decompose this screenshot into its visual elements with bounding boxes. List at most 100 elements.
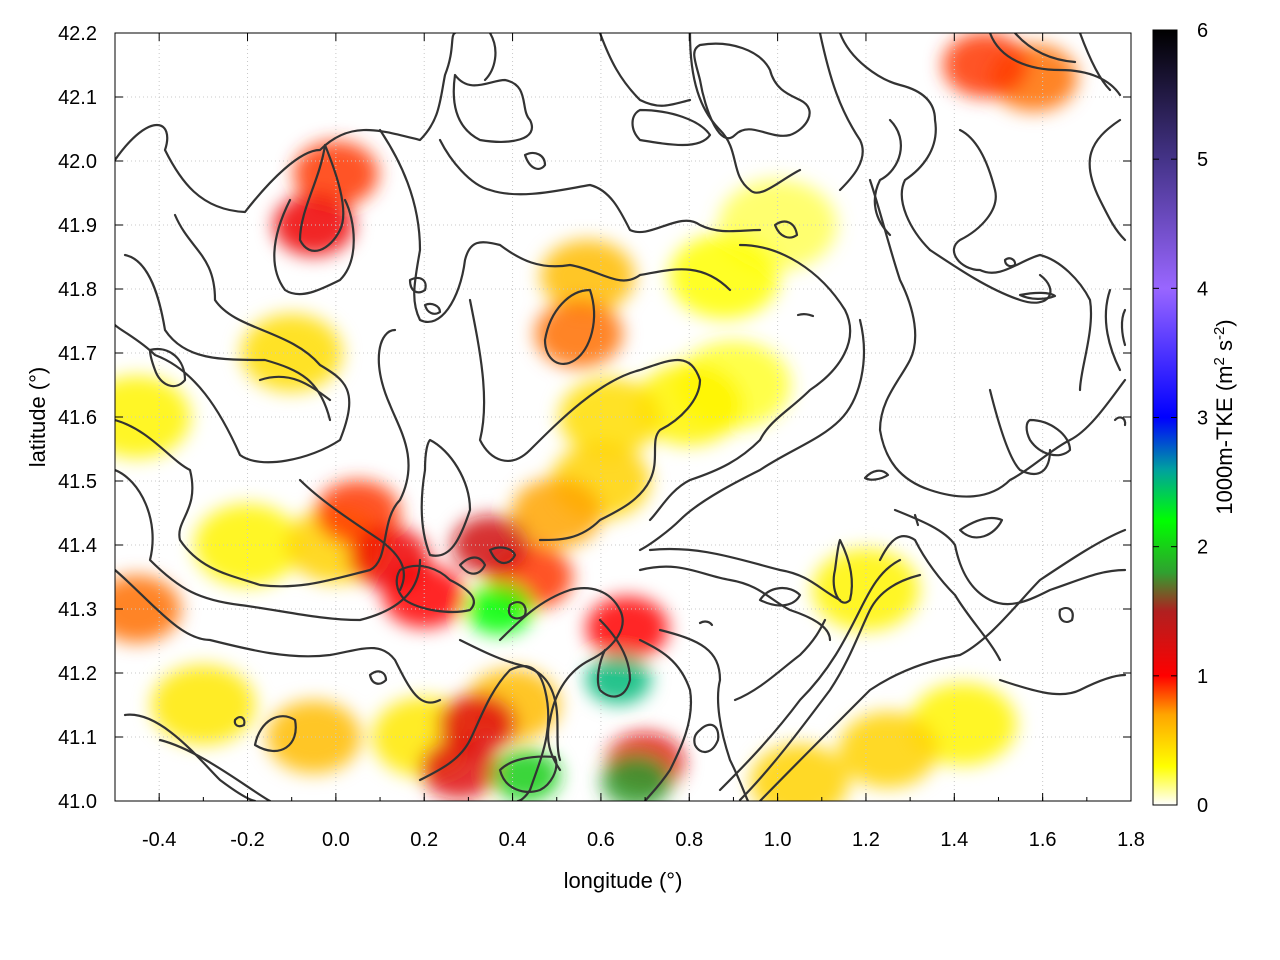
x-tick-label: -0.4 (142, 829, 176, 851)
contour-line (988, 388, 1052, 475)
y-tick-label: 41.6 (58, 407, 97, 429)
grid-lines (115, 33, 1131, 801)
tke-blob (266, 700, 362, 774)
contour-line (158, 738, 272, 801)
contour-line (998, 673, 1127, 696)
contour-line (838, 33, 937, 252)
colorbar-title-sup2: -2 (1211, 327, 1228, 340)
contour-line (758, 587, 802, 607)
contour-line (523, 151, 547, 170)
contour-line (952, 128, 1093, 392)
x-tick-label: 0.6 (587, 829, 615, 851)
x-tick-label: 1.8 (1117, 829, 1145, 851)
contour-line (988, 33, 1122, 97)
contour-line (1078, 33, 1112, 92)
contour-line (423, 302, 442, 315)
tke-blob (942, 33, 1028, 98)
y-tick-label: 41.7 (58, 343, 97, 365)
contour-line (658, 628, 750, 801)
contour-line (458, 556, 487, 575)
contour-line (115, 468, 422, 622)
x-axis-title: longitude (°) (564, 868, 683, 893)
colorbar-tick-label: 6 (1197, 20, 1208, 42)
contour-line (638, 318, 866, 552)
contour-line (438, 138, 762, 233)
tke-blob (586, 596, 669, 660)
y-tick-label: 41.9 (58, 215, 97, 237)
contour-line (483, 33, 497, 82)
contour-line (631, 108, 712, 147)
contour-line (420, 438, 472, 557)
contour-line (1104, 288, 1122, 372)
contour-line (733, 618, 827, 702)
contour-line (1058, 606, 1074, 624)
contour-line (1013, 33, 1077, 64)
x-tick-label: 1.0 (764, 829, 792, 851)
tke-blob (750, 743, 850, 801)
y-axis: 41.0 41.1 41.2 41.3 41.4 41.5 41.6 41.7 41.8 41.9… (58, 23, 1131, 813)
contour-line (452, 73, 533, 143)
contour-line (115, 568, 442, 704)
contour-line (693, 723, 720, 753)
y-tick-label: 42.2 (58, 23, 97, 45)
tke-blob (348, 526, 430, 589)
contour-line (638, 565, 832, 642)
contour-line (913, 513, 920, 527)
y-tick-label: 42.0 (58, 151, 97, 173)
contour-line (253, 715, 297, 752)
x-tick-label: -0.2 (230, 829, 264, 851)
y-tick-label: 41.8 (58, 279, 97, 301)
contour-line (408, 276, 427, 294)
colorbar-title-sup1: 2 (1211, 357, 1228, 365)
colorbar-tick-label: 1 (1197, 666, 1208, 688)
x-tick-label: 1.2 (852, 829, 880, 851)
tke-blob (585, 654, 652, 705)
contour-line (928, 248, 1052, 304)
x-tick-label: 0.0 (322, 829, 350, 851)
colorbar-tick-label: 2 (1197, 537, 1208, 559)
contour-line (273, 198, 355, 296)
terrain-contours (115, 33, 1127, 801)
colorbar-ticks: 0 1 2 3 4 5 6 (1153, 20, 1208, 817)
contour-line (648, 547, 842, 602)
contour-line (958, 516, 1004, 539)
contour-line (832, 538, 854, 604)
y-tick-label: 41.1 (58, 727, 97, 749)
contour-line (468, 298, 702, 542)
contour-line (1113, 416, 1127, 427)
colorbar-title-end: ) (1212, 319, 1237, 326)
contour-line (688, 33, 802, 194)
contour-line (488, 546, 517, 565)
y-axis-title: latitude (°) (25, 367, 50, 468)
y-tick-label: 42.1 (58, 87, 97, 109)
contour-line (115, 213, 351, 464)
contour-line (648, 243, 852, 522)
colorbar-tick-label: 4 (1197, 278, 1208, 300)
x-tick-label: 0.2 (410, 829, 438, 851)
contour-line (258, 375, 332, 402)
y-tick-label: 41.3 (58, 599, 97, 621)
contour-line (818, 33, 864, 192)
x-tick-label: 0.8 (675, 829, 703, 851)
contour-line (796, 313, 815, 318)
tke-blob (115, 375, 191, 459)
y-tick-label: 41.2 (58, 663, 97, 685)
colorbar-tick-label: 5 (1197, 149, 1208, 171)
contour-line (498, 587, 624, 772)
tke-field (115, 33, 1078, 801)
contour-line (1120, 308, 1127, 347)
contour-line (115, 328, 410, 588)
tke-blob (511, 478, 603, 548)
contour-line (115, 33, 457, 214)
tke-blob (540, 239, 635, 313)
contour-line (638, 638, 693, 801)
y-tick-label: 41.0 (58, 791, 97, 813)
contour-line (148, 347, 187, 388)
contour-line (758, 528, 1127, 801)
contour-line (698, 620, 714, 627)
colorbar-tick-label: 0 (1197, 795, 1208, 817)
x-tick-label: 1.6 (1029, 829, 1057, 851)
contour-line (738, 573, 922, 801)
